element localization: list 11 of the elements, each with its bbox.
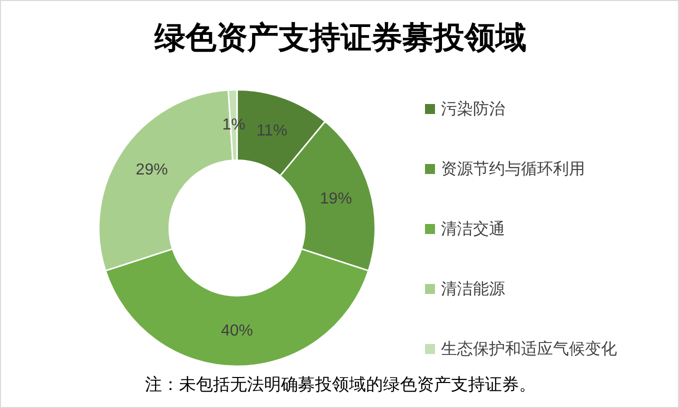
data-label: 11% xyxy=(256,122,288,140)
legend-label: 清洁交通 xyxy=(441,220,505,240)
legend-label: 资源节约与循环利用 xyxy=(441,160,585,180)
text: 注：未包括无法明确募投领域的绿色资产支持证券。 xyxy=(144,374,537,396)
legend-label: 污染防治 xyxy=(441,100,505,120)
legend-label: 生态保护和适应气候变化 xyxy=(441,340,617,360)
data-label: 40% xyxy=(220,322,254,340)
legend-label: 清洁能源 xyxy=(441,280,505,300)
data-label: 29% xyxy=(136,162,168,179)
data-label: 19% xyxy=(320,190,352,208)
chart-title: 绿色资产支持证券募投领域 xyxy=(153,19,528,57)
